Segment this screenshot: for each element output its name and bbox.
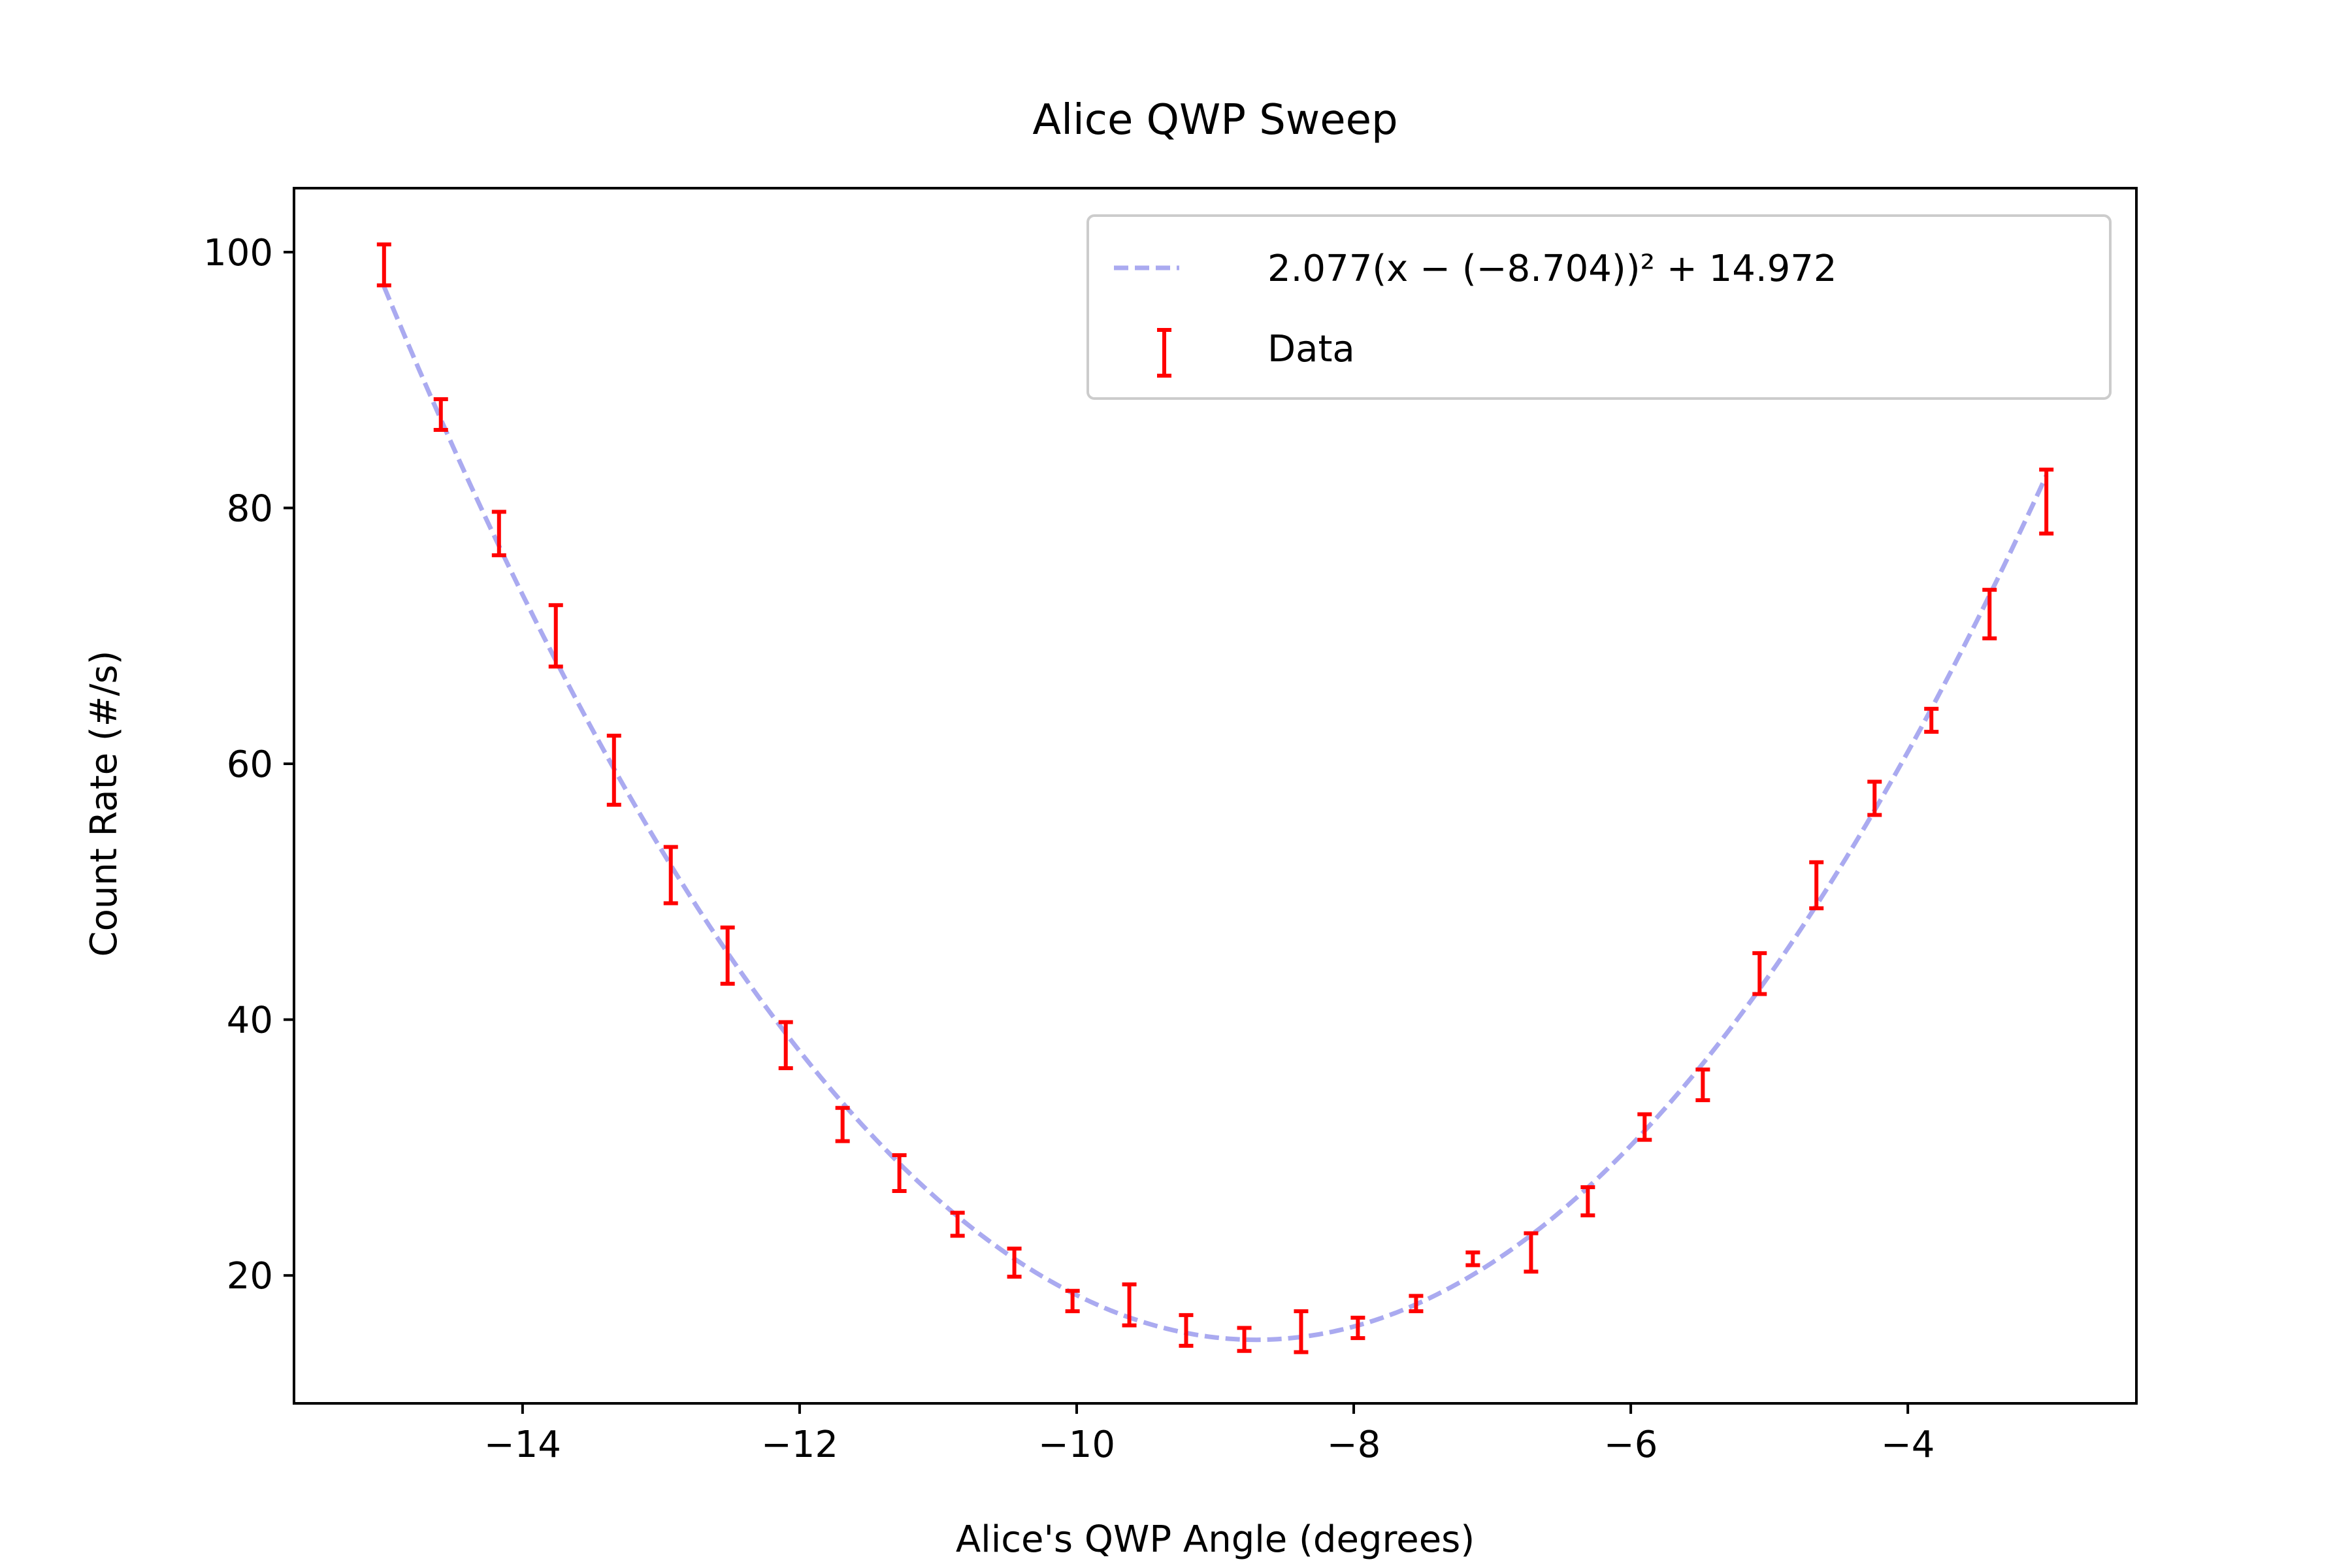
chart-title: Alice QWP Sweep (1032, 96, 1397, 144)
plot-frame (293, 187, 2138, 1405)
data-point-errorbar (1809, 860, 1824, 911)
data-point-errorbar (1752, 951, 1767, 996)
data-point-errorbar (1982, 587, 1997, 641)
data-point-errorbar (720, 925, 735, 986)
data-point-errorbar (1409, 1294, 1424, 1314)
data-point-errorbar (1237, 1326, 1252, 1353)
data-point-errorbar (376, 242, 391, 287)
data-point-errorbar (1637, 1112, 1652, 1142)
x-tick-label: −8 (1327, 1424, 1381, 1466)
x-tick-label: −12 (761, 1424, 838, 1466)
legend-box (1086, 214, 2112, 400)
data-point-errorbar (491, 510, 506, 557)
data-point-errorbar (835, 1105, 850, 1143)
data-point-errorbar (663, 845, 678, 906)
data-point-errorbar (892, 1153, 907, 1193)
data-point-errorbar (778, 1020, 793, 1071)
data-point-errorbar (1122, 1282, 1137, 1328)
legend: 2.077(x − (−8.704))² + 14.972 Data (1086, 214, 2112, 400)
data-point-errorbar (1065, 1288, 1080, 1314)
data-point-errorbar (1350, 1315, 1365, 1341)
y-tick-label: 80 (227, 487, 273, 530)
data-point-errorbar (2039, 467, 2054, 536)
data-point-errorbar (1294, 1309, 1309, 1354)
x-tick-label: −4 (1881, 1424, 1935, 1466)
x-tick-label: −14 (484, 1424, 561, 1466)
y-tick-label: 100 (203, 232, 273, 274)
x-tick-label: −10 (1038, 1424, 1115, 1466)
data-point-errorbar (1695, 1067, 1710, 1102)
data-point-errorbar (1580, 1185, 1595, 1218)
legend-fit-label: 2.077(x − (−8.704))² + 14.972 (1267, 248, 1837, 290)
legend-data-label: Data (1267, 328, 1355, 370)
data-point-errorbar (548, 603, 563, 669)
y-tick-label: 40 (227, 1000, 273, 1042)
data-point-errorbar (1007, 1247, 1022, 1279)
plot-area: −14 −12 −10 −8 −6 −4 20 40 60 80 100 (203, 232, 2054, 1466)
data-point-errorbar (950, 1211, 965, 1238)
x-tick-label: −6 (1604, 1424, 1658, 1466)
data-point-errorbar (1524, 1231, 1539, 1274)
fit-curve (382, 286, 2049, 1343)
data-point-errorbar (1179, 1313, 1194, 1348)
data-point-errorbar (1465, 1250, 1480, 1267)
data-point-errorbar (1867, 779, 1882, 817)
legend-data-swatch (1157, 328, 1171, 378)
data-point-errorbar (606, 733, 621, 807)
data-point-errorbar (433, 397, 448, 433)
x-axis-label: Alice's QWP Angle (degrees) (956, 1518, 1475, 1561)
data-point-errorbar (1924, 706, 1939, 734)
y-tick-label: 60 (227, 743, 273, 786)
y-tick-label: 20 (227, 1255, 273, 1298)
y-axis-label: Count Rate (#/s) (83, 651, 125, 957)
